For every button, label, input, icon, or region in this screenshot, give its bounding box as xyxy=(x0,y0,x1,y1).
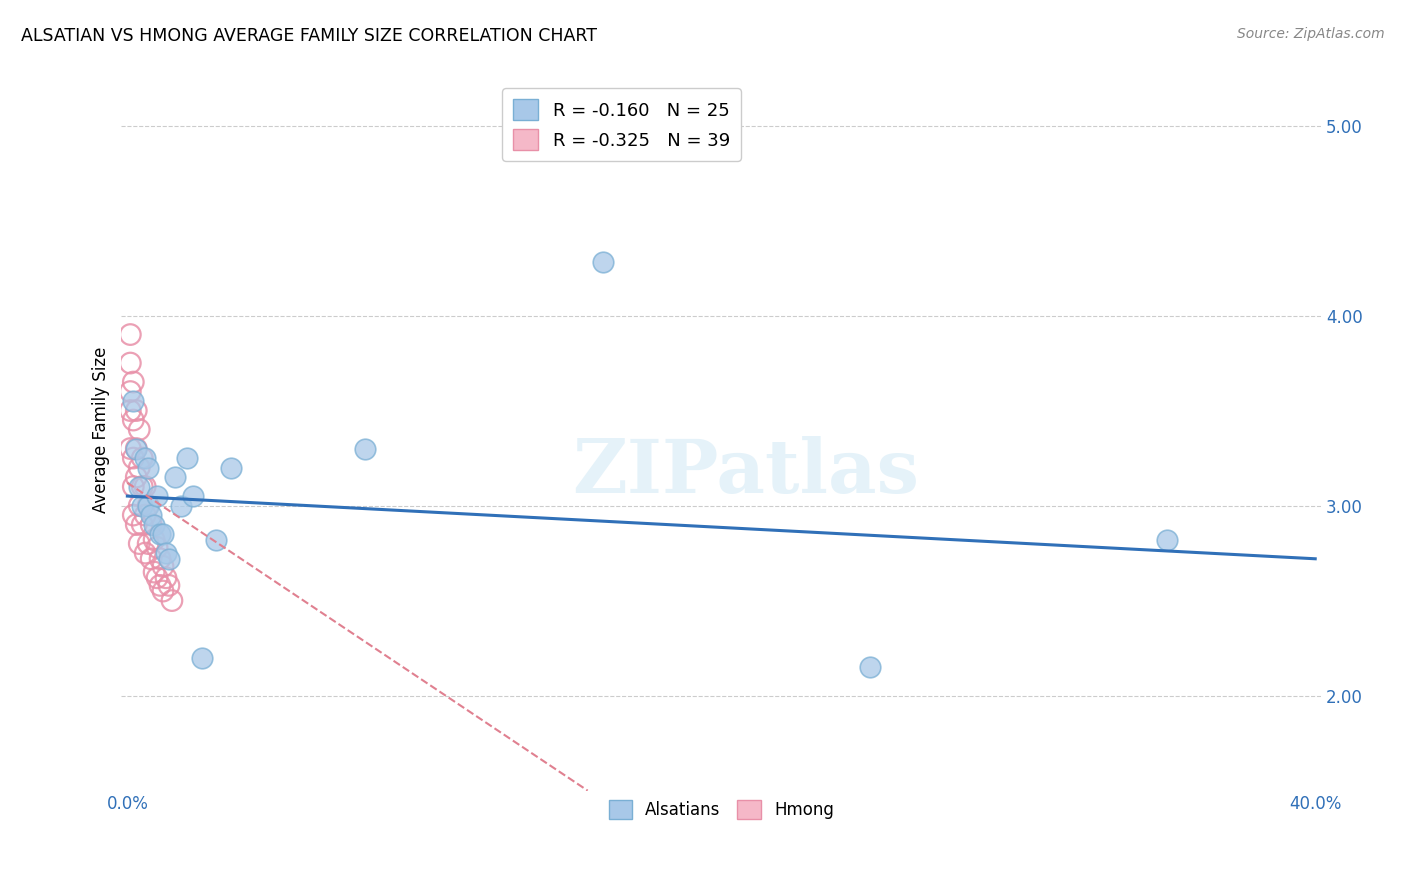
Point xyxy=(143,565,166,579)
Point xyxy=(149,578,172,592)
Point xyxy=(122,413,145,427)
Point xyxy=(128,479,150,493)
Point xyxy=(136,460,159,475)
Point xyxy=(125,442,148,456)
Point xyxy=(181,489,204,503)
Point xyxy=(152,559,174,574)
Point xyxy=(136,499,159,513)
Point xyxy=(131,479,153,493)
Point xyxy=(134,479,156,493)
Point xyxy=(170,499,193,513)
Point xyxy=(152,527,174,541)
Point xyxy=(221,460,243,475)
Point xyxy=(149,551,172,566)
Point xyxy=(163,470,186,484)
Point xyxy=(122,508,145,522)
Point xyxy=(122,479,145,493)
Point xyxy=(122,451,145,466)
Point xyxy=(139,517,162,532)
Y-axis label: Average Family Size: Average Family Size xyxy=(93,346,110,513)
Point xyxy=(120,403,142,417)
Point xyxy=(139,508,162,522)
Point xyxy=(354,442,377,456)
Point xyxy=(155,546,177,560)
Point xyxy=(1156,533,1178,547)
Point xyxy=(131,451,153,466)
Point xyxy=(128,536,150,550)
Point xyxy=(125,403,148,417)
Point xyxy=(120,327,142,342)
Point xyxy=(125,442,148,456)
Point xyxy=(122,394,145,409)
Point xyxy=(160,593,183,607)
Point xyxy=(139,551,162,566)
Point xyxy=(143,517,166,532)
Point xyxy=(128,499,150,513)
Point xyxy=(134,451,156,466)
Point xyxy=(146,489,169,503)
Legend: Alsatians, Hmong: Alsatians, Hmong xyxy=(602,793,841,826)
Point xyxy=(125,517,148,532)
Point xyxy=(136,499,159,513)
Point xyxy=(592,255,614,269)
Point xyxy=(157,578,180,592)
Point xyxy=(131,499,153,513)
Point xyxy=(128,423,150,437)
Point xyxy=(136,536,159,550)
Point xyxy=(120,356,142,370)
Point xyxy=(122,375,145,389)
Point xyxy=(176,451,198,466)
Point xyxy=(190,650,212,665)
Point xyxy=(146,571,169,585)
Point xyxy=(205,533,228,547)
Point xyxy=(152,584,174,599)
Text: ALSATIAN VS HMONG AVERAGE FAMILY SIZE CORRELATION CHART: ALSATIAN VS HMONG AVERAGE FAMILY SIZE CO… xyxy=(21,27,598,45)
Point xyxy=(157,551,180,566)
Point xyxy=(134,508,156,522)
Point xyxy=(143,533,166,547)
Point xyxy=(149,527,172,541)
Point xyxy=(859,660,882,674)
Point xyxy=(125,470,148,484)
Text: Source: ZipAtlas.com: Source: ZipAtlas.com xyxy=(1237,27,1385,41)
Point xyxy=(155,571,177,585)
Point xyxy=(131,517,153,532)
Point xyxy=(128,460,150,475)
Point xyxy=(146,541,169,555)
Point xyxy=(120,384,142,399)
Point xyxy=(120,442,142,456)
Point xyxy=(134,546,156,560)
Text: ZIPatlas: ZIPatlas xyxy=(572,436,918,509)
